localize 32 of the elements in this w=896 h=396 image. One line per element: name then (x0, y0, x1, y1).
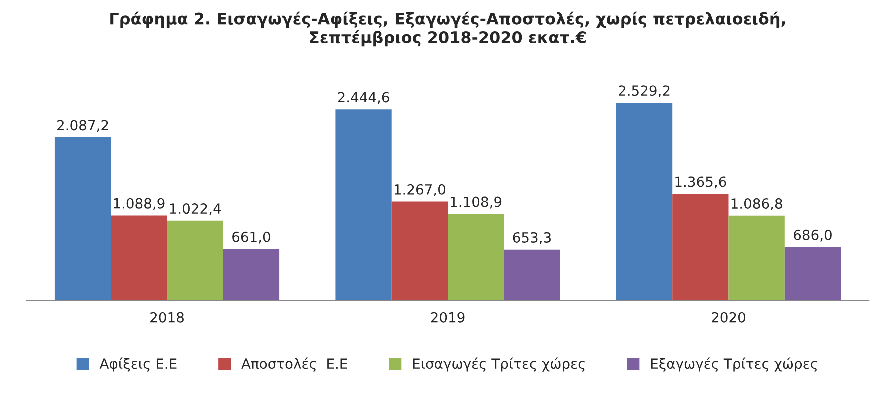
data-label: 1.108,9 (451, 196, 502, 209)
bar (54, 138, 112, 301)
legend-label: Εισαγωγές Τρίτες χώρες (413, 358, 585, 372)
bar (336, 110, 392, 301)
data-label: 2.087,2 (58, 120, 108, 132)
data-label: 661,0 (232, 232, 270, 244)
bar (167, 220, 224, 301)
data-label: 686,0 (794, 230, 832, 242)
x-tick-label: 2018 (150, 312, 184, 323)
bar (448, 214, 504, 301)
chart-title: Γράφημα 2. Εισαγωγές-Αφίξεις, Εξαγωγές-Αποστολές, χωρίς πετρελαιοειδή, Σεπτέμβριος 2018-2020 εκατ.€ (110, 12, 786, 47)
bar (392, 202, 448, 301)
bar (784, 247, 842, 301)
bar (504, 250, 560, 301)
bar (672, 194, 729, 301)
legend-label: Εξαγωγές Τρίτες χώρες (651, 358, 818, 372)
data-label: 2.529,2 (619, 86, 670, 98)
bar (223, 249, 280, 301)
x-tick-label: 2020 (712, 312, 746, 323)
legend-label: Αφίξεις Ε.Ε (100, 358, 177, 372)
bar (616, 102, 673, 301)
data-label: 1.088,9 (114, 198, 165, 210)
data-label: 1.267,0 (394, 184, 446, 196)
data-label: 1.022,4 (170, 204, 222, 216)
legend-label: Αποστολές Ε.Ε (242, 358, 348, 372)
data-label: 1.365,6 (676, 176, 726, 189)
bar (728, 216, 785, 301)
bar (111, 216, 168, 301)
data-label: 2.444,6 (338, 92, 390, 104)
data-label: 653,3 (513, 232, 551, 244)
data-label: 1.086,8 (732, 198, 782, 210)
x-tick-label: 2019 (431, 312, 465, 323)
